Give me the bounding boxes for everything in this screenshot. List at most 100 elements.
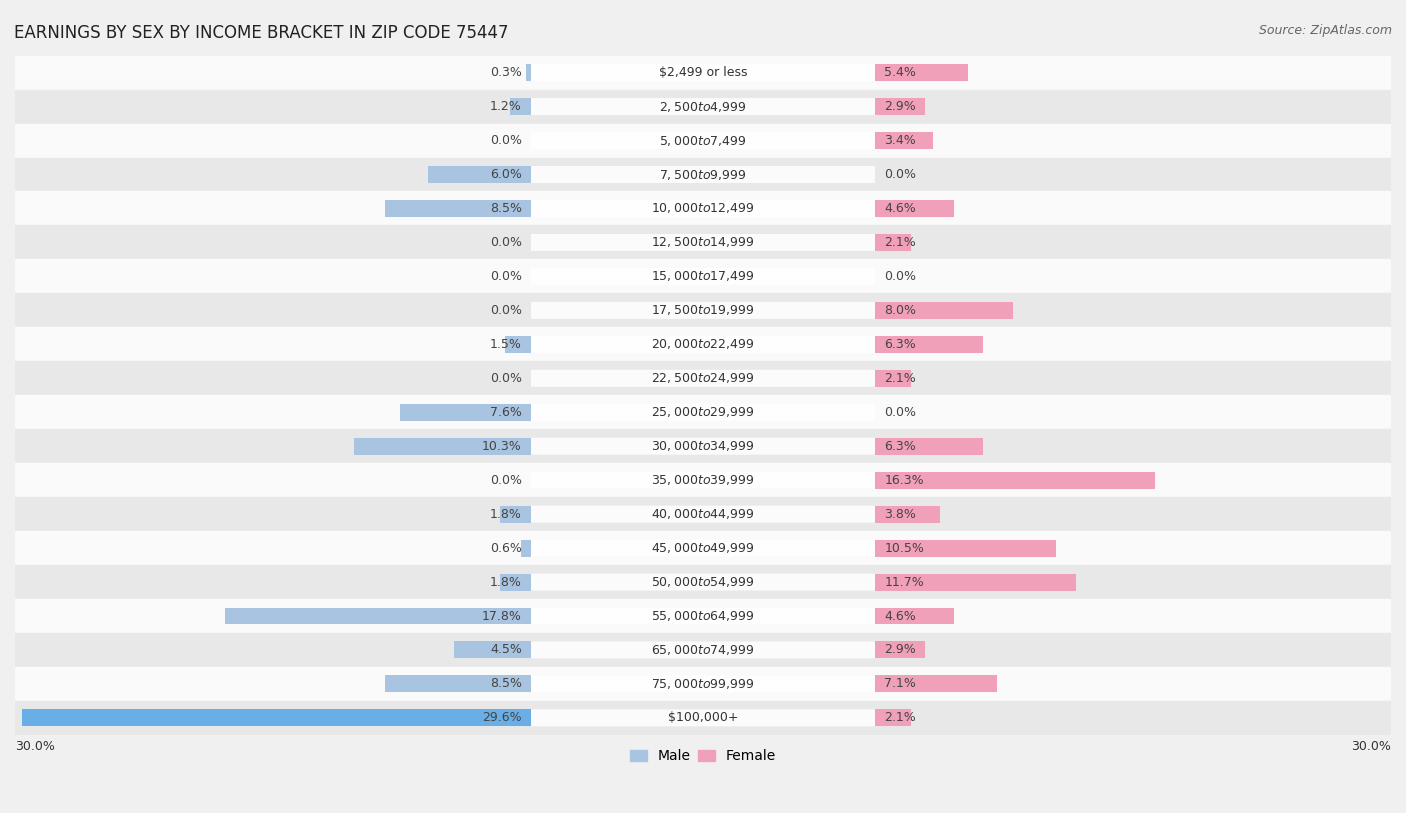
Bar: [454, 641, 531, 659]
Bar: [385, 200, 531, 217]
FancyBboxPatch shape: [531, 302, 875, 319]
Bar: [401, 404, 531, 420]
Bar: [15, 565, 1391, 599]
Text: $12,500 to $14,999: $12,500 to $14,999: [651, 236, 755, 250]
Text: $25,000 to $29,999: $25,000 to $29,999: [651, 405, 755, 420]
FancyBboxPatch shape: [531, 370, 875, 387]
Bar: [875, 302, 1012, 319]
FancyBboxPatch shape: [531, 540, 875, 557]
Text: 7.6%: 7.6%: [489, 406, 522, 419]
Bar: [15, 259, 1391, 293]
Bar: [501, 506, 531, 523]
Text: $15,000 to $17,499: $15,000 to $17,499: [651, 269, 755, 284]
FancyBboxPatch shape: [531, 641, 875, 659]
Bar: [354, 437, 531, 454]
Text: 2.9%: 2.9%: [884, 643, 915, 656]
Bar: [15, 429, 1391, 463]
Text: 0.0%: 0.0%: [489, 474, 522, 487]
Text: 0.0%: 0.0%: [489, 270, 522, 283]
Text: $10,000 to $12,499: $10,000 to $12,499: [651, 202, 755, 215]
Text: $17,500 to $19,999: $17,500 to $19,999: [651, 303, 755, 317]
Bar: [15, 701, 1391, 735]
Text: 2.1%: 2.1%: [884, 372, 915, 385]
Bar: [875, 98, 925, 115]
Text: 0.0%: 0.0%: [884, 270, 917, 283]
FancyBboxPatch shape: [531, 573, 875, 590]
Text: 6.3%: 6.3%: [884, 440, 915, 453]
Text: 6.3%: 6.3%: [884, 338, 915, 351]
Text: 16.3%: 16.3%: [884, 474, 924, 487]
FancyBboxPatch shape: [531, 132, 875, 149]
FancyBboxPatch shape: [531, 64, 875, 81]
Bar: [875, 472, 1156, 489]
FancyBboxPatch shape: [531, 166, 875, 183]
Text: 29.6%: 29.6%: [482, 711, 522, 724]
Text: $100,000+: $100,000+: [668, 711, 738, 724]
Bar: [15, 667, 1391, 701]
Bar: [875, 234, 911, 251]
FancyBboxPatch shape: [531, 607, 875, 624]
Bar: [505, 336, 531, 353]
Text: 1.8%: 1.8%: [489, 576, 522, 589]
FancyBboxPatch shape: [531, 98, 875, 115]
Bar: [427, 166, 531, 183]
Bar: [15, 55, 1391, 89]
Text: 3.4%: 3.4%: [884, 134, 915, 147]
Text: 7.1%: 7.1%: [884, 677, 917, 690]
Legend: Male, Female: Male, Female: [624, 744, 782, 768]
Text: 4.6%: 4.6%: [884, 202, 915, 215]
Text: 0.0%: 0.0%: [489, 236, 522, 249]
Text: 8.0%: 8.0%: [884, 304, 917, 317]
Text: EARNINGS BY SEX BY INCOME BRACKET IN ZIP CODE 75447: EARNINGS BY SEX BY INCOME BRACKET IN ZIP…: [14, 24, 509, 42]
Bar: [875, 336, 983, 353]
Text: 0.0%: 0.0%: [489, 134, 522, 147]
Bar: [526, 64, 531, 81]
FancyBboxPatch shape: [531, 234, 875, 251]
Text: $40,000 to $44,999: $40,000 to $44,999: [651, 507, 755, 521]
Text: 17.8%: 17.8%: [482, 610, 522, 623]
Text: $65,000 to $74,999: $65,000 to $74,999: [651, 643, 755, 657]
Text: 5.4%: 5.4%: [884, 66, 917, 79]
Bar: [875, 573, 1076, 590]
Text: 4.5%: 4.5%: [489, 643, 522, 656]
Text: 10.3%: 10.3%: [482, 440, 522, 453]
FancyBboxPatch shape: [531, 676, 875, 693]
Text: 0.0%: 0.0%: [884, 168, 917, 181]
Text: 8.5%: 8.5%: [489, 677, 522, 690]
Text: 0.0%: 0.0%: [489, 372, 522, 385]
Bar: [875, 64, 967, 81]
Bar: [875, 200, 955, 217]
Bar: [520, 540, 531, 557]
Text: $5,000 to $7,499: $5,000 to $7,499: [659, 133, 747, 147]
Bar: [15, 192, 1391, 225]
Bar: [15, 633, 1391, 667]
Text: 3.8%: 3.8%: [884, 507, 917, 520]
Text: 30.0%: 30.0%: [1351, 740, 1391, 753]
Bar: [875, 370, 911, 387]
Text: 11.7%: 11.7%: [884, 576, 924, 589]
Bar: [875, 710, 911, 726]
FancyBboxPatch shape: [531, 710, 875, 726]
Bar: [15, 599, 1391, 633]
Text: 1.5%: 1.5%: [489, 338, 522, 351]
Text: 0.3%: 0.3%: [489, 66, 522, 79]
Text: 4.6%: 4.6%: [884, 610, 915, 623]
Bar: [875, 641, 925, 659]
FancyBboxPatch shape: [531, 437, 875, 454]
Bar: [15, 89, 1391, 124]
Bar: [225, 607, 531, 624]
Text: 0.0%: 0.0%: [489, 304, 522, 317]
Text: $55,000 to $64,999: $55,000 to $64,999: [651, 609, 755, 623]
FancyBboxPatch shape: [531, 404, 875, 420]
Text: $50,000 to $54,999: $50,000 to $54,999: [651, 575, 755, 589]
Bar: [501, 573, 531, 590]
Bar: [15, 395, 1391, 429]
Bar: [875, 132, 934, 149]
Text: 30.0%: 30.0%: [15, 740, 55, 753]
FancyBboxPatch shape: [531, 268, 875, 285]
Text: 2.9%: 2.9%: [884, 100, 915, 113]
Bar: [15, 497, 1391, 531]
Text: 10.5%: 10.5%: [884, 541, 924, 554]
Text: 0.0%: 0.0%: [884, 406, 917, 419]
Bar: [15, 293, 1391, 328]
